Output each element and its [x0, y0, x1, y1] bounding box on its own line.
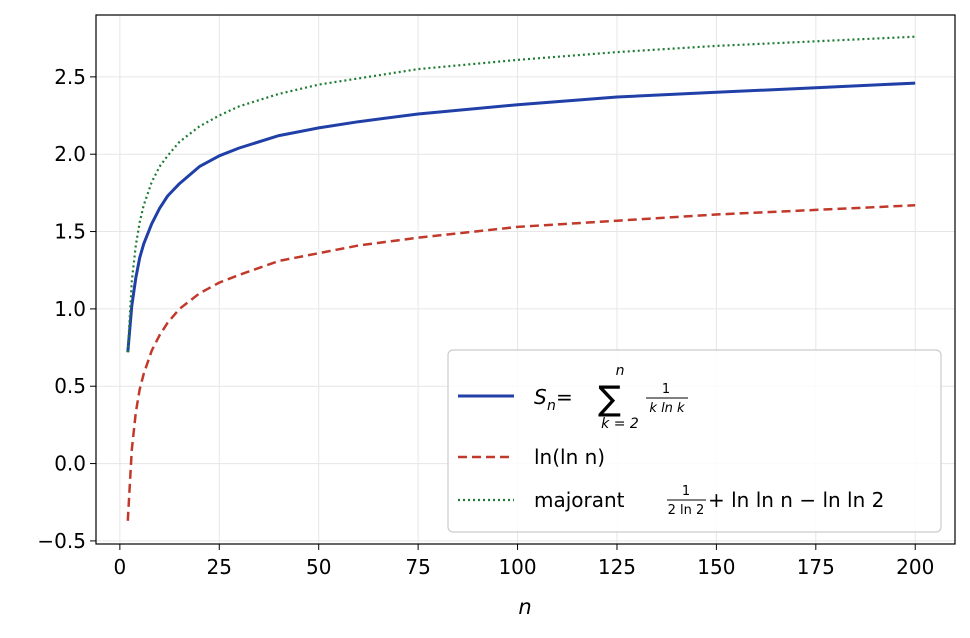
series-group — [126, 35, 916, 521]
x-tick-label: 25 — [207, 555, 232, 579]
legend-entry-ln: ln(ln n) — [534, 445, 605, 469]
x-tick-label: 200 — [896, 555, 934, 579]
x-axis-label: n — [518, 595, 531, 619]
legend-sn-main: S — [534, 385, 547, 409]
legend-sum-lower: k = 2 — [601, 416, 639, 432]
plot-frame — [95, 14, 956, 545]
x-tick-label: 75 — [405, 555, 430, 579]
legend-frac-den: k ln k — [649, 401, 685, 416]
legend-maj-word: majorant — [534, 488, 625, 512]
legend-sum-upper: n — [616, 363, 625, 379]
x-tick-label: 0 — [113, 555, 126, 579]
y-tick-label: 0.5 — [54, 374, 86, 398]
legend: S n = ∑ n k = 2 1 k ln k ln(ln n) majora… — [447, 349, 942, 533]
x-tick-label: 125 — [598, 555, 636, 579]
y-tick-label: 2.0 — [54, 142, 86, 166]
y-tick-label: 0.0 — [54, 452, 86, 476]
x-tick-label: 50 — [306, 555, 331, 579]
x-tick-label: 100 — [498, 555, 536, 579]
x-tick-label: 150 — [697, 555, 735, 579]
legend-sum-symbol: ∑ — [598, 379, 621, 419]
y-tick-label: −0.5 — [37, 529, 86, 553]
y-tick-label: 2.5 — [54, 65, 86, 89]
x-tick-label: 175 — [797, 555, 835, 579]
legend-entry-maj: majorant 1 2 ln 2 + ln ln n − ln ln 2 — [534, 484, 884, 518]
legend-frac-num: 1 — [662, 382, 670, 397]
legend-sn-eq: = — [556, 385, 573, 409]
legend-maj-num: 1 — [682, 484, 690, 499]
y-tick-label: 1.5 — [54, 220, 86, 244]
legend-maj-rest: + ln ln n − ln ln 2 — [708, 488, 884, 512]
legend-box — [447, 349, 942, 533]
legend-sn-sub: n — [547, 398, 556, 414]
legend-entry-sn: S n = ∑ n k = 2 1 k ln k — [534, 363, 688, 432]
series-line-2 — [126, 35, 916, 353]
y-tick-label: 1.0 — [54, 297, 86, 321]
series-line-1 — [126, 204, 916, 521]
ticks: 0 25 50 75 100 125 150 175 200 −0.5 0.0 0.5 1.0 1.5 2.… — [37, 65, 934, 579]
legend-maj-den: 2 ln 2 — [668, 503, 705, 518]
series-line-0 — [126, 81, 916, 353]
